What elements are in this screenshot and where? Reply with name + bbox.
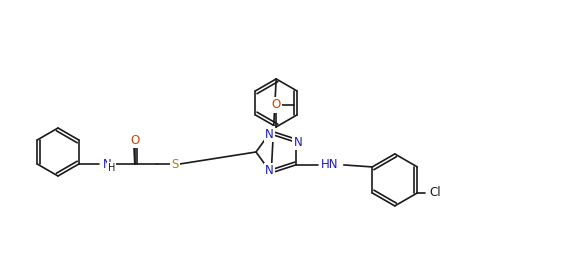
Text: H: H [108,163,115,173]
Text: N: N [103,158,111,171]
Text: N: N [293,135,302,148]
Text: N: N [265,128,274,141]
Text: Cl: Cl [430,186,441,199]
Text: HN: HN [321,158,339,171]
Text: O: O [271,99,281,112]
Text: S: S [171,158,179,171]
Text: N: N [265,164,274,177]
Text: O: O [130,133,139,146]
